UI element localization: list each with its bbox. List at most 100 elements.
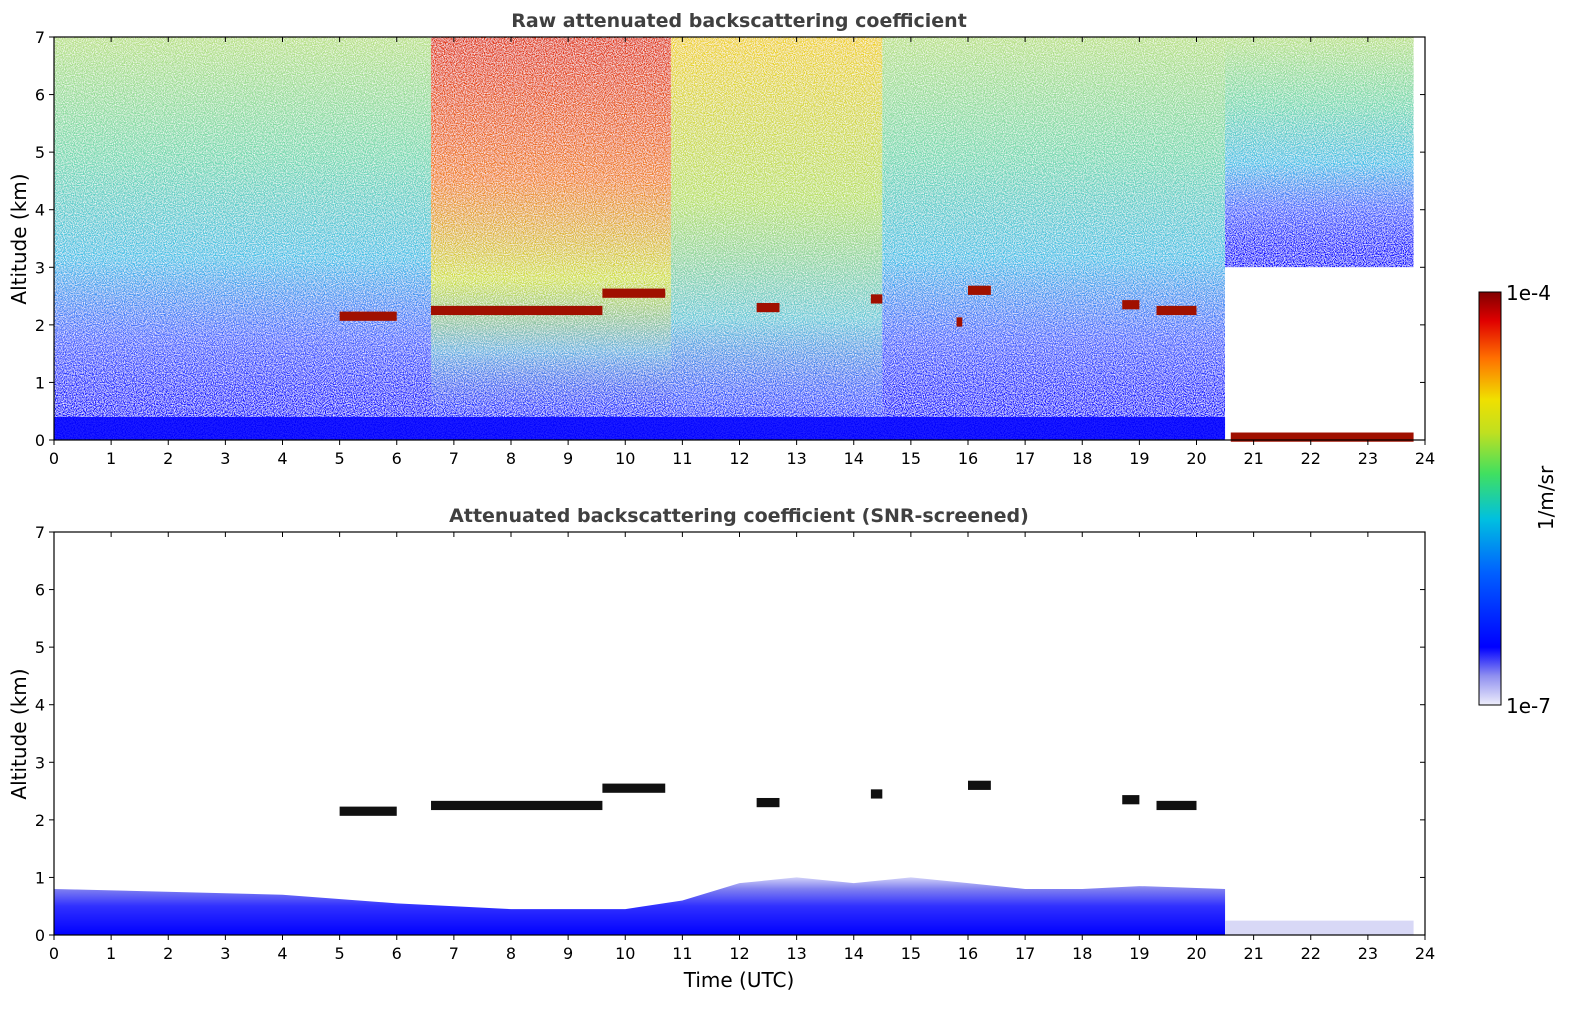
snr-x-tick-label: 16 [958,944,978,963]
snr-y-tick-label: 3 [35,753,45,772]
raw-backscatter-panel: Raw attenuated backscattering coefficien… [7,10,1435,468]
snr-x-tick-label: 14 [844,944,864,963]
raw-x-tick-label: 16 [958,449,978,468]
snr-y-axis: 0 1 2 3 4 5 6 7 [35,523,1425,945]
snr-x-tick-label: 21 [1243,944,1263,963]
raw-x-tick-label: 22 [1301,449,1321,468]
colorbar-min-label: 1e-7 [1506,694,1551,718]
raw-x-tick-label: 20 [1186,449,1206,468]
raw-x-tick-label: 4 [277,449,287,468]
raw-cloud-layer-0 [339,311,397,321]
snr-x-tick-label: 23 [1358,944,1378,963]
raw-field-segment-early [54,37,432,440]
raw-field-segment-night-clear [1225,267,1414,440]
snr-cloud-layer-0 [339,806,397,816]
raw-cloud-layer-3 [756,302,780,313]
raw-cloud-layer-6 [968,285,991,295]
colorbar-gradient [1478,291,1502,706]
snr-x-tick-label: 9 [563,944,573,963]
snr-cloud-layer-5 [968,780,991,790]
snr-x-tick-label: 5 [335,944,345,963]
raw-heatmap-field [54,37,1414,440]
snr-y-tick-label: 2 [35,811,45,830]
raw-x-tick-label: 6 [392,449,402,468]
raw-cloud-layers [339,285,1414,442]
snr-y-axis-label: Altitude (km) [7,668,31,799]
raw-x-tick-label: 10 [615,449,635,468]
snr-x-tick-label: 10 [615,944,635,963]
raw-y-tick-label: 6 [35,86,45,105]
raw-x-tick-label: 1 [106,449,116,468]
raw-field-segment-late [882,37,1226,440]
raw-x-tick-label: 24 [1415,449,1435,468]
raw-x-tick-label: 15 [901,449,921,468]
snr-x-tick-label: 11 [672,944,692,963]
snr-plot-frame [53,531,1426,936]
snr-x-axis-label: Time (UTC) [683,968,795,992]
snr-x-tick-label: 18 [1072,944,1092,963]
snr-x-tick-label: 3 [220,944,230,963]
snr-x-tick-label: 20 [1186,944,1206,963]
raw-field-segment-warm [431,37,671,440]
snr-x-tick-label: 2 [163,944,173,963]
snr-x-tick-label: 22 [1301,944,1321,963]
snr-x-tick-label: 15 [901,944,921,963]
snr-backscatter-panel: Attenuated backscattering coefficient (S… [7,505,1435,992]
raw-x-tick-label: 3 [220,449,230,468]
raw-cloud-layer-2 [602,288,666,298]
raw-x-tick-label: 5 [335,449,345,468]
snr-y-tick-label: 5 [35,638,45,657]
snr-y-tick-label: 1 [35,868,45,887]
snr-x-tick-label: 24 [1415,944,1435,963]
snr-x-tick-label: 0 [49,944,59,963]
raw-x-tick-label: 8 [506,449,516,468]
snr-x-tick-label: 4 [277,944,287,963]
raw-x-tick-label: 18 [1072,449,1092,468]
raw-x-axis: 0 1 2 3 4 5 6 7 8 9 10 11 12 13 14 15 16 17 18 19 20 21 22 23 24 [49,37,1435,468]
colorbar-max-label: 1e-4 [1506,281,1551,305]
raw-cloud-layer-8 [1156,305,1197,316]
colorbar: 1e-4 1e-7 1/m/sr [1478,281,1558,718]
raw-x-tick-label: 0 [49,449,59,468]
raw-y-tick-label: 5 [35,143,45,162]
raw-cloud-layer-5 [956,317,963,327]
raw-cloud-layer-7 [1122,300,1140,310]
snr-cloud-layer-3 [756,797,780,808]
snr-y-tick-label: 4 [35,696,45,715]
raw-y-tick-label: 0 [35,431,45,450]
raw-x-tick-label: 13 [786,449,806,468]
raw-x-tick-label: 11 [672,449,692,468]
snr-cloud-layer-2 [602,783,666,793]
raw-x-tick-label: 7 [449,449,459,468]
raw-cloud-layer-1 [431,305,603,316]
snr-x-tick-label: 8 [506,944,516,963]
snr-y-tick-label: 7 [35,523,45,542]
raw-x-tick-label: 19 [1129,449,1149,468]
raw-x-tick-label: 12 [729,449,749,468]
snr-boundary-layer [54,877,1226,935]
raw-y-axis-label: Altitude (km) [7,173,31,304]
snr-y-tick-label: 6 [35,581,45,600]
colorbar-unit-label: 1/m/sr [1534,465,1558,530]
snr-x-tick-label: 1 [106,944,116,963]
snr-night-surface [1225,920,1414,935]
snr-x-tick-label: 17 [1015,944,1035,963]
raw-x-tick-label: 9 [563,449,573,468]
raw-y-tick-label: 2 [35,316,45,335]
raw-y-tick-label: 1 [35,373,45,392]
snr-cloud-layer-7 [1156,800,1197,811]
raw-x-tick-label: 17 [1015,449,1035,468]
raw-panel-title: Raw attenuated backscattering coefficien… [511,10,967,32]
snr-y-tick-label: 0 [35,926,45,945]
snr-panel-title: Attenuated backscattering coefficient (S… [449,505,1029,527]
raw-x-tick-label: 21 [1243,449,1263,468]
snr-x-tick-label: 13 [786,944,806,963]
raw-field-segment-night-upper [1225,37,1414,268]
raw-surface-layer [54,416,1226,440]
snr-cloud-layer-1 [431,800,603,811]
raw-x-tick-label: 2 [163,449,173,468]
raw-field-segment-mid [670,37,883,440]
snr-cloud-layer-6 [1122,795,1140,805]
raw-y-tick-label: 7 [35,28,45,47]
